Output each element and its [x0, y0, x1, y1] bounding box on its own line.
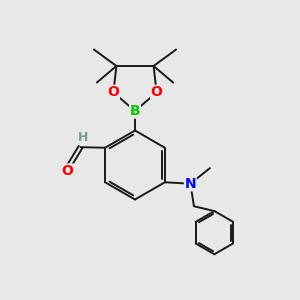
Text: N: N [184, 177, 196, 191]
Text: O: O [151, 85, 163, 99]
Text: H: H [78, 131, 88, 144]
Text: B: B [130, 104, 140, 118]
Text: O: O [62, 164, 74, 178]
Text: O: O [107, 85, 119, 99]
